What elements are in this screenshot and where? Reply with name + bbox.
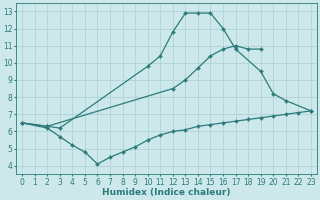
- X-axis label: Humidex (Indice chaleur): Humidex (Indice chaleur): [102, 188, 231, 197]
